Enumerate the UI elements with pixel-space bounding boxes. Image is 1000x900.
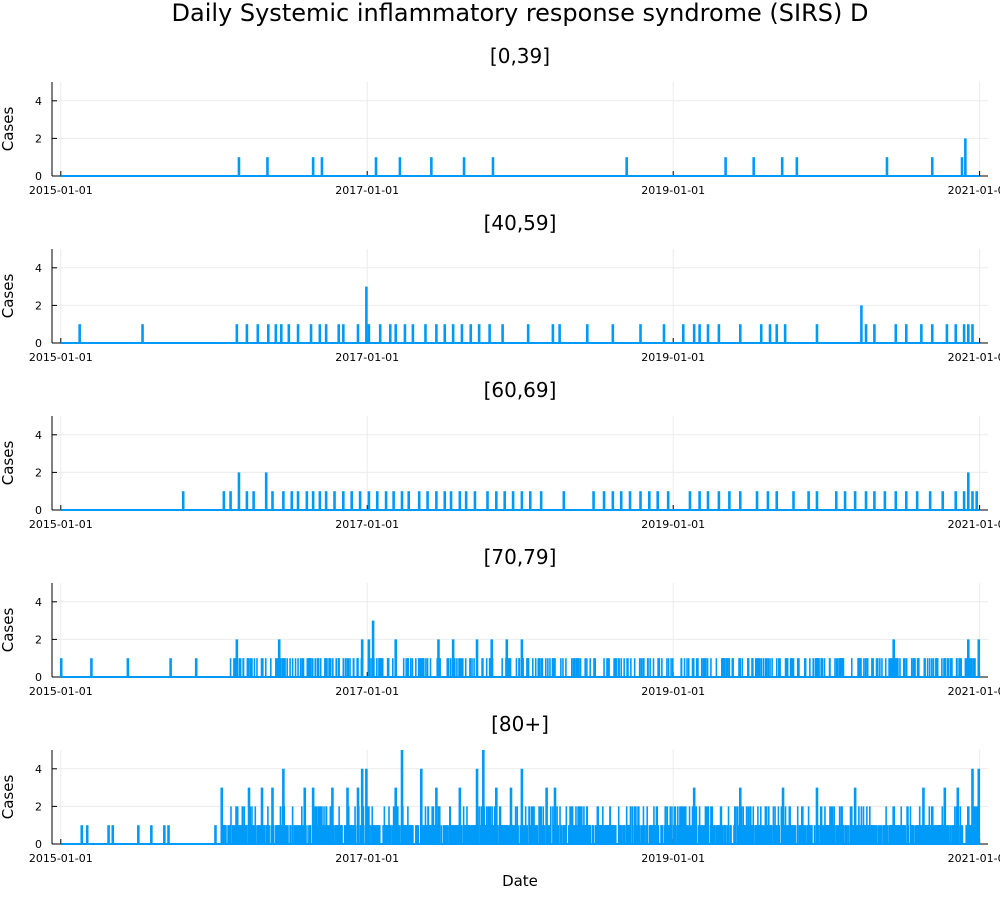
y-tick-label: 2 <box>35 633 42 646</box>
x-tick-label: 2019-01-01 <box>641 351 705 364</box>
subplot-4: [80+] 0 2 4 2015-01-01 2017-01-01 2019-01-01 20… <box>0 712 1000 890</box>
y-tick-label: 4 <box>35 763 42 776</box>
x-tick-label: 2021-01-01 <box>948 184 1000 197</box>
x-tick-label: 2021-01-01 <box>948 518 1000 531</box>
y-tick-label: 2 <box>35 299 42 312</box>
y-axis-label: Cases <box>0 107 17 152</box>
subplot-0: [0,39] 0 2 4 2015-01-01 2017-01-01 2019-01-01 2… <box>0 44 1000 197</box>
x-tick-label: 2021-01-01 <box>948 351 1000 364</box>
y-tick-label: 0 <box>35 170 42 183</box>
y-tick-label: 0 <box>35 838 42 851</box>
y-axis-label: Cases <box>0 775 17 820</box>
y-axis-label: Cases <box>0 441 17 486</box>
x-tick-label: 2015-01-01 <box>29 518 93 531</box>
x-axis-label: Date <box>502 872 538 890</box>
x-tick-label: 2019-01-01 <box>641 685 705 698</box>
subplot-title: [40,59] <box>484 211 557 235</box>
subplot-2: [60,69] 0 2 4 2015-01-01 2017-01-01 2019-01-01… <box>0 378 1000 531</box>
y-tick-label: 2 <box>35 800 42 813</box>
x-tick-label: 2015-01-01 <box>29 685 93 698</box>
x-tick-label: 2019-01-01 <box>641 184 705 197</box>
x-tick-label: 2015-01-01 <box>29 351 93 364</box>
y-tick-label: 0 <box>35 504 42 517</box>
subplot-1: [40,59] 0 2 4 2015-01-01 2017-01-01 2019-01-01… <box>0 211 1000 364</box>
x-tick-label: 2021-01-01 <box>948 852 1000 865</box>
y-tick-label: 2 <box>35 132 42 145</box>
x-tick-label: 2019-01-01 <box>641 518 705 531</box>
x-tick-label: 2019-01-01 <box>641 852 705 865</box>
y-tick-label: 4 <box>35 596 42 609</box>
x-tick-label: 2015-01-01 <box>29 184 93 197</box>
y-tick-label: 0 <box>35 337 42 350</box>
x-tick-label: 2017-01-01 <box>335 351 399 364</box>
subplot-title: [80+] <box>491 712 549 736</box>
chart-title: Daily Systemic inflammatory response syn… <box>172 0 869 27</box>
subplot-title: [0,39] <box>490 44 550 68</box>
subplot-title: [70,79] <box>484 545 557 569</box>
subplot-3: [70,79] 0 2 4 2015-01-01 2017-01-01 2019-01-01… <box>0 545 1000 698</box>
x-tick-label: 2017-01-01 <box>335 685 399 698</box>
x-tick-label: 2015-01-01 <box>29 852 93 865</box>
y-tick-label: 4 <box>35 262 42 275</box>
x-tick-label: 2017-01-01 <box>335 184 399 197</box>
x-tick-label: 2017-01-01 <box>335 518 399 531</box>
y-axis-label: Cases <box>0 274 17 319</box>
x-tick-label: 2017-01-01 <box>335 852 399 865</box>
subplot-title: [60,69] <box>484 378 557 402</box>
y-axis-label: Cases <box>0 608 17 653</box>
y-tick-label: 0 <box>35 671 42 684</box>
y-tick-label: 2 <box>35 466 42 479</box>
y-tick-label: 4 <box>35 429 42 442</box>
y-tick-label: 4 <box>35 95 42 108</box>
x-tick-label: 2021-01-01 <box>948 685 1000 698</box>
